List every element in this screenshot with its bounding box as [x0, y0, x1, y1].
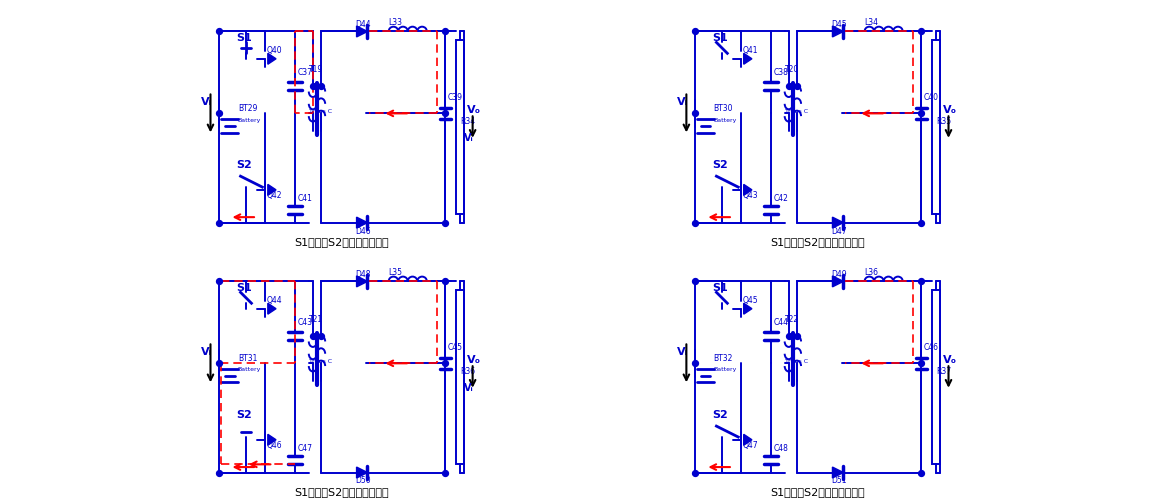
Text: D51: D51 [831, 476, 846, 485]
Text: T22: T22 [785, 316, 799, 325]
Text: Q42: Q42 [267, 191, 282, 200]
Text: Q40: Q40 [267, 46, 282, 55]
Text: C46: C46 [924, 343, 939, 352]
Polygon shape [357, 217, 367, 228]
Text: D49: D49 [831, 270, 847, 279]
Text: Battery: Battery [714, 367, 737, 372]
Text: S1: S1 [236, 33, 253, 43]
Text: BT30: BT30 [714, 104, 734, 113]
Text: Vₒ: Vₒ [467, 105, 481, 115]
Text: T20: T20 [785, 66, 799, 75]
Text: Vᵢ: Vᵢ [677, 347, 688, 357]
Text: Q45: Q45 [743, 296, 758, 305]
Text: C48: C48 [773, 444, 788, 453]
Text: S1闭合，S2断开，励磁阶段: S1闭合，S2断开，励磁阶段 [294, 237, 389, 247]
Text: L34: L34 [863, 18, 877, 27]
Text: D46: D46 [355, 226, 371, 235]
Text: Trans C: Trans C [308, 359, 331, 364]
Polygon shape [832, 26, 844, 37]
Text: L36: L36 [863, 268, 877, 277]
Text: S1断开，S2断开，去磁阶段: S1断开，S2断开，去磁阶段 [770, 237, 865, 247]
Text: Q43: Q43 [743, 191, 758, 200]
Text: L33: L33 [388, 18, 402, 27]
Text: C37: C37 [298, 68, 312, 77]
Polygon shape [357, 276, 367, 287]
Text: Battery: Battery [714, 117, 737, 122]
Polygon shape [357, 467, 367, 478]
Text: C40: C40 [924, 93, 939, 102]
Polygon shape [744, 53, 752, 64]
Text: Q44: Q44 [267, 296, 282, 305]
Text: Vₒ: Vₒ [467, 355, 481, 365]
Polygon shape [268, 53, 276, 64]
Polygon shape [744, 434, 752, 445]
Polygon shape [832, 467, 844, 478]
Text: C41: C41 [298, 194, 312, 203]
Text: Trans C: Trans C [308, 109, 331, 114]
Polygon shape [268, 434, 276, 445]
Text: Vᵢ: Vᵢ [677, 97, 688, 107]
Text: D50: D50 [355, 476, 371, 485]
Text: BT31: BT31 [238, 354, 257, 362]
Polygon shape [832, 276, 844, 287]
Text: C45: C45 [449, 343, 464, 352]
FancyBboxPatch shape [457, 40, 465, 214]
Text: BT32: BT32 [714, 354, 732, 362]
Text: L35: L35 [388, 268, 402, 277]
Text: Q46: Q46 [267, 441, 282, 450]
Text: Battery: Battery [238, 367, 261, 372]
Text: Trans C: Trans C [785, 359, 808, 364]
Polygon shape [268, 303, 276, 314]
Text: D45: D45 [831, 20, 847, 29]
FancyBboxPatch shape [457, 290, 465, 464]
Text: Vₒ: Vₒ [943, 105, 957, 115]
Text: D44: D44 [355, 20, 371, 29]
Text: S2: S2 [236, 410, 253, 420]
Text: Vᵢ: Vᵢ [465, 383, 474, 393]
Text: S2: S2 [236, 160, 253, 170]
Polygon shape [744, 184, 752, 196]
Text: C38: C38 [773, 68, 788, 77]
FancyBboxPatch shape [932, 40, 940, 214]
Text: Q47: Q47 [743, 441, 758, 450]
Text: R37: R37 [936, 367, 952, 376]
Text: Trans C: Trans C [785, 109, 808, 114]
Text: S1: S1 [713, 283, 728, 293]
Text: S1断开，S2断开，去磁阶段: S1断开，S2断开，去磁阶段 [770, 487, 865, 496]
Text: Vₒ: Vₒ [943, 355, 957, 365]
Text: C43: C43 [298, 318, 312, 327]
Text: Vᵢ: Vᵢ [201, 97, 212, 107]
Text: C47: C47 [298, 444, 312, 453]
Polygon shape [744, 303, 752, 314]
Polygon shape [832, 217, 844, 228]
Text: C42: C42 [773, 194, 788, 203]
Text: T21: T21 [308, 316, 323, 325]
Text: C44: C44 [773, 318, 788, 327]
Text: R34: R34 [460, 117, 475, 127]
Text: S1: S1 [236, 283, 253, 293]
Text: S1断开，S2闭合，励磁阶段: S1断开，S2闭合，励磁阶段 [294, 487, 389, 496]
Text: Vᵢ: Vᵢ [465, 133, 474, 143]
Text: Q41: Q41 [743, 46, 758, 55]
Text: D47: D47 [831, 226, 847, 235]
Text: R35: R35 [936, 117, 952, 127]
FancyBboxPatch shape [932, 290, 940, 464]
Text: S2: S2 [713, 160, 728, 170]
Polygon shape [357, 26, 367, 37]
Text: R36: R36 [460, 367, 475, 376]
Text: C39: C39 [449, 93, 464, 102]
Text: S2: S2 [713, 410, 728, 420]
Polygon shape [268, 184, 276, 196]
Text: BT29: BT29 [238, 104, 257, 113]
Text: Battery: Battery [238, 117, 261, 122]
Text: S1: S1 [713, 33, 728, 43]
Text: D48: D48 [355, 270, 371, 279]
Text: T19: T19 [308, 66, 323, 75]
Text: Vᵢ: Vᵢ [201, 347, 212, 357]
